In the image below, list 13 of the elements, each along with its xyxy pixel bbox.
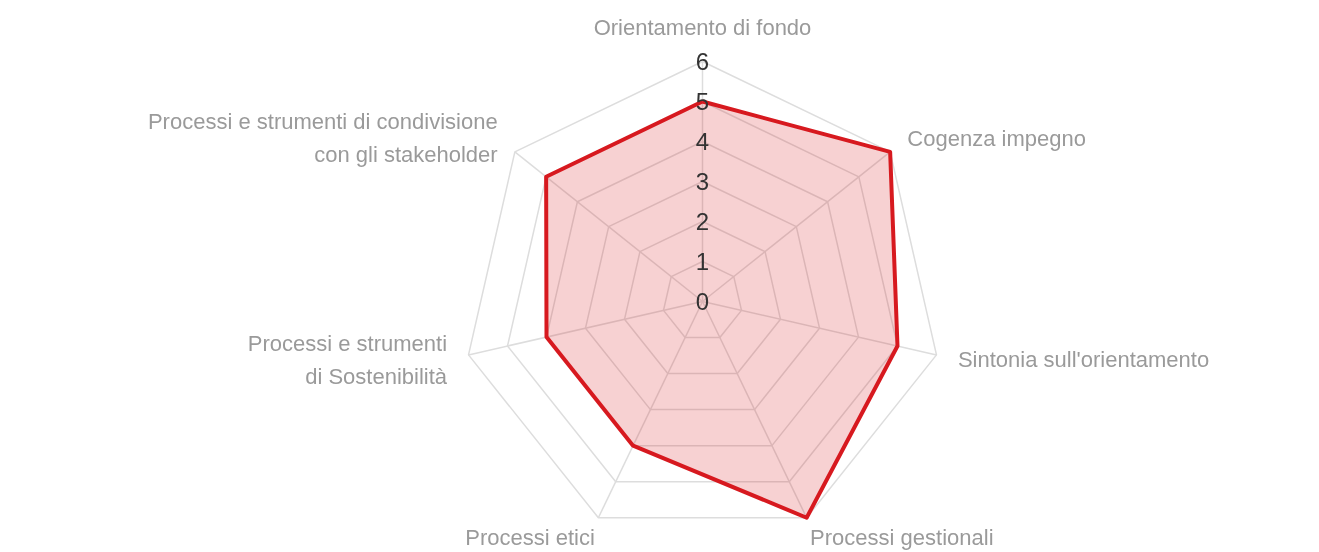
spoke-label: Processi e strumenti di condivisione con gli stakeholder [147, 109, 498, 167]
y-tick-label: 3 [695, 168, 710, 195]
y-tick-label: 4 [695, 128, 710, 155]
y-tick-label: 1 [695, 248, 710, 275]
spoke-label: Cogenza impegno [907, 125, 1086, 151]
spoke-label: Processi e strumenti di Sostenibilità [247, 331, 448, 389]
spoke-label: Sintonia sull'orientamento [957, 347, 1210, 373]
spoke-label: Processi etici [465, 524, 595, 550]
y-tick-label: 0 [695, 288, 710, 315]
spoke-label: Orientamento di fondo [593, 14, 812, 40]
y-tick-label: 6 [695, 48, 710, 75]
y-tick-label: 2 [695, 208, 710, 235]
spoke-label: Processi gestionali [810, 524, 994, 550]
